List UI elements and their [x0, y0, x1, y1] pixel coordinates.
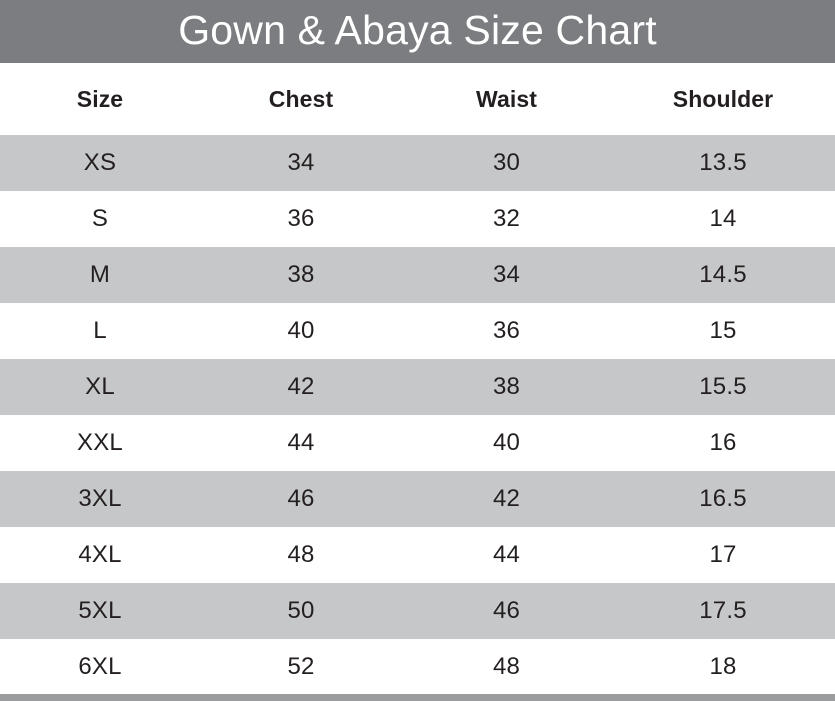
- page-title: Gown & Abaya Size Chart: [178, 7, 657, 53]
- cell-size: S: [0, 191, 200, 247]
- cell-chest: 48: [200, 527, 402, 583]
- cell-chest: 52: [200, 639, 402, 695]
- cell-chest: 46: [200, 471, 402, 527]
- cell-shoulder: 15.5: [611, 359, 835, 415]
- footer-rule: [0, 694, 835, 701]
- table-header-row: Size Chest Waist Shoulder: [0, 63, 835, 135]
- table-row: 6XL 52 48 18: [0, 639, 835, 695]
- cell-waist: 36: [402, 303, 611, 359]
- cell-size: 3XL: [0, 471, 200, 527]
- cell-chest: 42: [200, 359, 402, 415]
- table-row: XL 42 38 15.5: [0, 359, 835, 415]
- cell-size: 6XL: [0, 639, 200, 695]
- size-chart-table: Size Chest Waist Shoulder XS 34 30 13.5 …: [0, 63, 835, 695]
- cell-shoulder: 14: [611, 191, 835, 247]
- cell-size: L: [0, 303, 200, 359]
- table-row: L 40 36 15: [0, 303, 835, 359]
- cell-chest: 34: [200, 135, 402, 191]
- cell-size: 4XL: [0, 527, 200, 583]
- cell-shoulder: 17: [611, 527, 835, 583]
- cell-size: XS: [0, 135, 200, 191]
- cell-size: M: [0, 247, 200, 303]
- cell-waist: 40: [402, 415, 611, 471]
- cell-shoulder: 18: [611, 639, 835, 695]
- table-row: S 36 32 14: [0, 191, 835, 247]
- column-header-size: Size: [0, 63, 200, 135]
- cell-size: XXL: [0, 415, 200, 471]
- column-header-waist: Waist: [402, 63, 611, 135]
- cell-shoulder: 17.5: [611, 583, 835, 639]
- cell-chest: 50: [200, 583, 402, 639]
- cell-chest: 38: [200, 247, 402, 303]
- table-row: M 38 34 14.5: [0, 247, 835, 303]
- table-row: XXL 44 40 16: [0, 415, 835, 471]
- chart-title-band: Gown & Abaya Size Chart: [0, 0, 835, 63]
- cell-waist: 46: [402, 583, 611, 639]
- cell-size: 5XL: [0, 583, 200, 639]
- column-header-chest: Chest: [200, 63, 402, 135]
- cell-waist: 44: [402, 527, 611, 583]
- table-row: 4XL 48 44 17: [0, 527, 835, 583]
- cell-waist: 30: [402, 135, 611, 191]
- cell-chest: 36: [200, 191, 402, 247]
- cell-waist: 42: [402, 471, 611, 527]
- cell-shoulder: 13.5: [611, 135, 835, 191]
- cell-shoulder: 16.5: [611, 471, 835, 527]
- table-row: XS 34 30 13.5: [0, 135, 835, 191]
- cell-chest: 40: [200, 303, 402, 359]
- cell-chest: 44: [200, 415, 402, 471]
- cell-waist: 48: [402, 639, 611, 695]
- cell-shoulder: 15: [611, 303, 835, 359]
- cell-waist: 38: [402, 359, 611, 415]
- table-body: XS 34 30 13.5 S 36 32 14 M 38 34 14.5 L …: [0, 135, 835, 695]
- column-header-shoulder: Shoulder: [611, 63, 835, 135]
- cell-waist: 32: [402, 191, 611, 247]
- table-row: 5XL 50 46 17.5: [0, 583, 835, 639]
- table-header: Size Chest Waist Shoulder: [0, 63, 835, 135]
- cell-shoulder: 14.5: [611, 247, 835, 303]
- cell-shoulder: 16: [611, 415, 835, 471]
- cell-size: XL: [0, 359, 200, 415]
- cell-waist: 34: [402, 247, 611, 303]
- table-row: 3XL 46 42 16.5: [0, 471, 835, 527]
